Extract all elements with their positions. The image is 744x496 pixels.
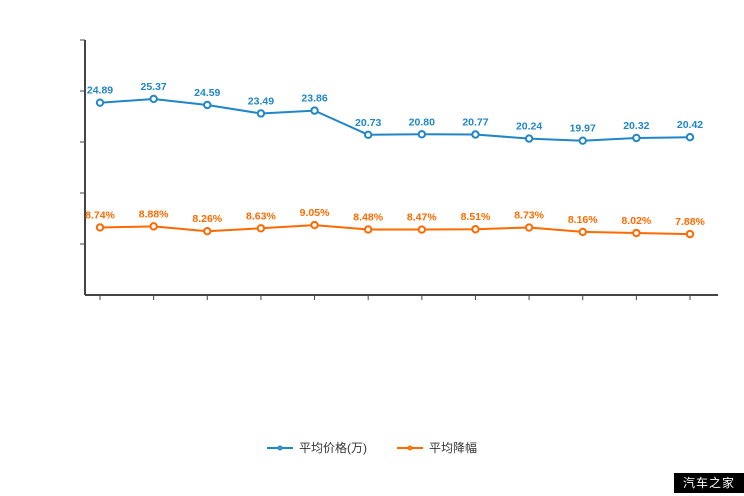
data-point xyxy=(578,227,587,237)
data-point xyxy=(149,222,158,231)
data-label: 20.77 xyxy=(462,117,488,129)
data-label: 19.97 xyxy=(570,123,596,135)
discount-legend-dot-icon xyxy=(407,445,413,451)
data-point xyxy=(417,225,427,234)
data-label: 8.73% xyxy=(514,210,544,222)
average-discount-line xyxy=(99,224,691,236)
data-point xyxy=(471,130,480,139)
data-label: 8.48% xyxy=(353,211,383,223)
data-label: 8.63% xyxy=(246,210,276,222)
data-point xyxy=(203,226,212,236)
price-legend-dot-icon xyxy=(277,445,283,451)
average-price-line xyxy=(99,98,691,142)
data-point xyxy=(524,223,534,232)
data-point xyxy=(363,225,373,234)
data-point xyxy=(256,109,266,118)
data-label: 24.59 xyxy=(194,87,220,99)
watermark-autohome-logo: 汽车之家 xyxy=(673,473,744,493)
data-label: 20.24 xyxy=(516,121,542,133)
chart-svg: 24.89 25.37 24.59 23.49 23.86 20.73 20.80 20.77… xyxy=(80,39,718,300)
data-label: 7.88% xyxy=(675,216,705,228)
data-point xyxy=(256,224,266,233)
data-label: 20.73 xyxy=(355,117,381,129)
legend-item-average-discount[interactable]: 平均降幅 xyxy=(396,441,477,455)
data-point xyxy=(95,98,105,107)
data-point xyxy=(632,133,641,143)
legend-item-average-price[interactable]: 平均价格(万) xyxy=(266,441,367,455)
data-label: 25.37 xyxy=(140,81,166,93)
legend-label-average-price: 平均价格(万) xyxy=(298,441,367,455)
chart-legend: 平均价格(万) 平均降幅 xyxy=(0,442,744,454)
data-point xyxy=(203,100,212,110)
data-label: 24.89 xyxy=(87,85,113,97)
data-point xyxy=(95,223,105,232)
data-label: 9.05% xyxy=(300,207,330,219)
data-point xyxy=(685,229,695,239)
data-point xyxy=(310,106,319,115)
data-point xyxy=(363,130,373,140)
data-point xyxy=(632,228,641,238)
price-line-legend-icon xyxy=(266,442,293,454)
data-label: 8.16% xyxy=(568,214,598,226)
data-label: 23.86 xyxy=(301,93,327,105)
data-point xyxy=(685,133,695,142)
data-label: 20.80 xyxy=(409,116,435,128)
data-label: 8.26% xyxy=(192,213,222,225)
discount-line-legend-icon xyxy=(396,442,423,454)
data-label: 8.47% xyxy=(407,212,437,224)
data-label: 8.74% xyxy=(85,209,115,221)
data-label: 20.32 xyxy=(623,120,649,132)
data-label: 8.02% xyxy=(621,215,651,227)
data-label: 20.42 xyxy=(677,119,703,131)
data-point xyxy=(310,220,319,230)
data-point xyxy=(149,94,158,104)
data-point xyxy=(524,134,534,143)
data-point xyxy=(471,225,480,234)
legend-label-average-discount: 平均降幅 xyxy=(428,441,477,455)
data-point xyxy=(417,130,427,139)
data-label: 8.51% xyxy=(461,211,491,223)
data-point xyxy=(578,136,587,145)
data-label: 8.88% xyxy=(139,208,169,220)
data-label: 23.49 xyxy=(248,95,274,107)
